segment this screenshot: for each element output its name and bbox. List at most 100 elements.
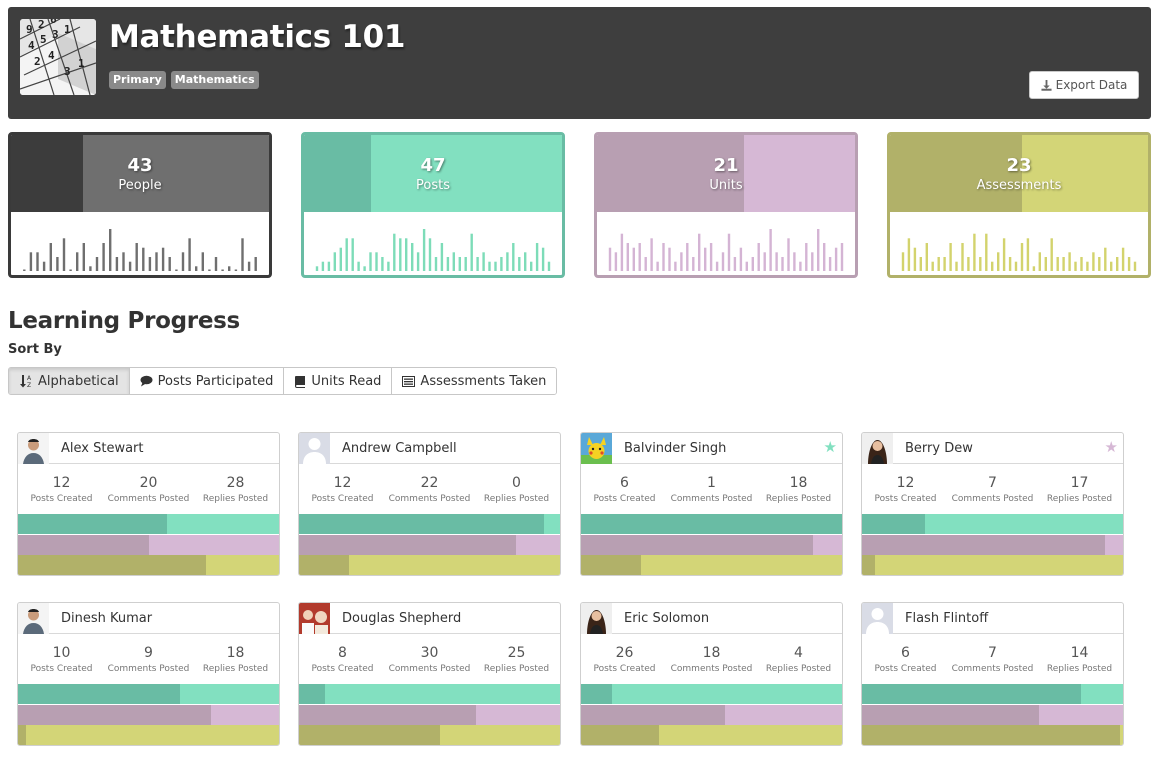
progress-bar-fill bbox=[581, 555, 642, 575]
sparkline-bar bbox=[1110, 261, 1113, 271]
student-card-header: Andrew Campbell bbox=[299, 433, 560, 464]
progress-bar-fill bbox=[18, 514, 167, 534]
student-name: Douglas Shepherd bbox=[342, 611, 462, 626]
sparkline-bar bbox=[95, 257, 99, 271]
sparkline-bar bbox=[452, 252, 455, 271]
export-data-button[interactable]: Export Data bbox=[1029, 71, 1139, 99]
stat-card-assessments[interactable]: 23 Assessments bbox=[887, 132, 1151, 278]
student-name: Eric Solomon bbox=[624, 611, 710, 626]
sparkline-bar bbox=[524, 252, 527, 271]
sort-units-button[interactable]: Units Read bbox=[284, 368, 393, 394]
sparkline-bar bbox=[739, 247, 743, 271]
avatar bbox=[18, 433, 49, 464]
svg-text:4: 4 bbox=[28, 39, 35, 52]
sparkline-bar bbox=[208, 269, 211, 271]
progress-bars bbox=[18, 514, 279, 575]
stat-label: Replies Posted bbox=[202, 664, 269, 674]
svg-text:3: 3 bbox=[64, 65, 71, 78]
progress-bar-fill bbox=[18, 684, 180, 704]
sparkline-bar bbox=[327, 261, 331, 271]
progress-bar-fill bbox=[862, 555, 876, 575]
svg-text:3: 3 bbox=[52, 28, 59, 41]
progress-bar-assessments bbox=[18, 725, 279, 745]
student-card[interactable]: Alex Stewart 12 Posts Created 20 Comments Po… bbox=[17, 432, 280, 576]
sort-alphabetical-button[interactable]: A Z Alphabetical bbox=[9, 368, 130, 394]
stat-card-units[interactable]: 21 Units bbox=[594, 132, 858, 278]
sort-posts-button[interactable]: Posts Participated bbox=[129, 368, 285, 394]
stat-label: Replies Posted bbox=[1046, 664, 1113, 674]
stat-value: 23 bbox=[1006, 155, 1032, 176]
sparkline-bar bbox=[979, 257, 982, 271]
student-name: Berry Dew bbox=[905, 441, 973, 456]
sparkline-bar bbox=[339, 247, 342, 271]
student-stat: 10 Posts Created bbox=[18, 645, 105, 675]
stat-card-posts[interactable]: 47 Posts bbox=[301, 132, 565, 278]
progress-bar-assessments bbox=[862, 555, 1123, 575]
sparkline-bar bbox=[781, 257, 784, 271]
sparkline-bar bbox=[428, 238, 432, 271]
stat-card-people[interactable]: 43 People bbox=[8, 132, 272, 278]
avatar bbox=[581, 603, 612, 634]
sparkline-bar bbox=[155, 252, 158, 271]
progress-bar-fill bbox=[581, 704, 725, 725]
sparkline-bar bbox=[530, 261, 533, 271]
student-stat: 17 Replies Posted bbox=[1036, 475, 1123, 505]
student-card[interactable]: Flash Flintoff 6 Posts Created 7 Comments Po… bbox=[861, 602, 1124, 746]
sparkline-bar bbox=[234, 269, 238, 271]
progress-bar-fill bbox=[862, 684, 1082, 704]
progress-bars bbox=[581, 514, 842, 575]
student-stat: 12 Posts Created bbox=[18, 475, 105, 505]
stat-label: Replies Posted bbox=[483, 494, 550, 504]
sparkline-bar bbox=[692, 257, 695, 271]
stat-label: Comments Posted bbox=[670, 494, 753, 504]
stat-label: Comments Posted bbox=[388, 494, 471, 504]
sparkline-bar bbox=[668, 247, 671, 271]
sparkline-bar bbox=[1026, 238, 1030, 271]
student-stat: 4 Replies Posted bbox=[755, 645, 842, 675]
stat-card-header: 23 Assessments bbox=[890, 135, 1148, 212]
student-card[interactable]: Eric Solomon 26 Posts Created 18 Comments Po… bbox=[580, 602, 843, 746]
progress-bar-posts bbox=[581, 514, 842, 534]
stat-label: Comments Posted bbox=[388, 664, 471, 674]
progress-bar-assessments bbox=[299, 725, 560, 745]
stat-value: 21 bbox=[713, 155, 739, 176]
svg-text:6: 6 bbox=[50, 19, 57, 26]
sparkline-bar bbox=[1080, 257, 1083, 271]
sparkline-bar bbox=[161, 247, 165, 271]
stat-value: 7 bbox=[988, 475, 997, 491]
comment-icon bbox=[140, 375, 153, 387]
sparkline-bar bbox=[638, 243, 641, 271]
activity-sparkline bbox=[608, 229, 844, 271]
progress-bar-fill bbox=[581, 534, 814, 555]
sort-assessments-button[interactable]: Assessments Taken bbox=[392, 368, 557, 394]
course-tags: Primary Mathematics bbox=[109, 71, 259, 89]
sparkline-bar bbox=[446, 257, 450, 271]
student-stats: 8 Posts Created 30 Comments Posted 25 Replies… bbox=[299, 645, 560, 675]
stat-value: 30 bbox=[420, 645, 439, 661]
sparkline-bar bbox=[997, 252, 1000, 271]
progress-bar-posts bbox=[299, 684, 560, 704]
sort-alpha-icon: A Z bbox=[20, 375, 32, 388]
sparkline-bar bbox=[937, 257, 940, 271]
sparkline-bar bbox=[817, 229, 820, 271]
sparkline-bar bbox=[973, 233, 976, 271]
sparkline-bar bbox=[727, 233, 731, 271]
svg-text:9: 9 bbox=[26, 23, 33, 36]
student-card[interactable]: Balvinder Singh ★ 6 Posts Created 1 Comments … bbox=[580, 432, 843, 576]
sparkline-bar bbox=[1056, 257, 1059, 271]
student-card[interactable]: Douglas Shepherd 8 Posts Created 30 Comments… bbox=[298, 602, 561, 746]
stat-label: Assessments bbox=[976, 178, 1062, 193]
stat-value: 6 bbox=[901, 645, 910, 661]
sparkline-bar bbox=[787, 238, 790, 271]
student-card[interactable]: Andrew Campbell 12 Posts Created 22 Comments… bbox=[298, 432, 561, 576]
sparkline-bar bbox=[458, 257, 461, 271]
progress-bars bbox=[581, 684, 842, 745]
student-stat: 20 Comments Posted bbox=[105, 475, 192, 505]
student-card[interactable]: Dinesh Kumar 10 Posts Created 9 Comments Pos… bbox=[17, 602, 280, 746]
tag-level: Primary bbox=[109, 71, 166, 89]
student-card[interactable]: Berry Dew ★ 12 Posts Created 7 Comments Poste… bbox=[861, 432, 1124, 576]
progress-bar-fill bbox=[18, 534, 149, 555]
stat-label: Posts bbox=[416, 178, 450, 193]
sparkline-bar bbox=[931, 261, 934, 271]
progress-bar-units bbox=[299, 534, 560, 555]
